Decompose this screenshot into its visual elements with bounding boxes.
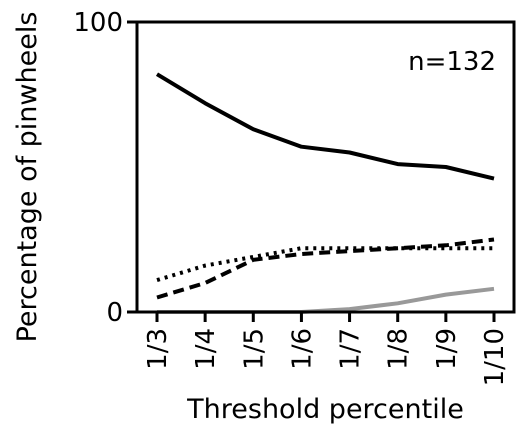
- series-3-line: [156, 237, 495, 300]
- plot-frame: [135, 20, 516, 314]
- series-2-line: [156, 246, 494, 283]
- series-4-line: [157, 286, 495, 314]
- series-1-solid: [155, 72, 495, 181]
- ticks-layer: 0 100 1/3 1/4 1/5 1/6 1/7 1/8 1/9 1/10: [73, 8, 510, 386]
- y-axis-title: Percentage of pinwheels: [12, 12, 43, 343]
- sample-size-annotation: n=132: [408, 47, 496, 77]
- y-tick-label: 0: [106, 298, 123, 328]
- y-tick-label: 100: [73, 8, 123, 38]
- x-tick-label-1/9: 1/9: [432, 328, 462, 370]
- series-layer: [155, 72, 495, 314]
- x-tick-label-1/7: 1/7: [336, 328, 366, 370]
- x-tick-label-1/10: 1/10: [480, 328, 510, 386]
- x-tick-label-1/4: 1/4: [191, 328, 221, 370]
- series-2-dotted: [156, 246, 494, 283]
- series-1-line: [155, 72, 495, 181]
- x-tick-label-1/8: 1/8: [384, 328, 414, 370]
- x-tick-label-1/6: 1/6: [287, 328, 317, 370]
- x-axis-title: Threshold percentile: [186, 394, 464, 425]
- x-tick-label-1/3: 1/3: [143, 328, 173, 370]
- series-3-dashed: [156, 237, 495, 300]
- x-tick-label-1/5: 1/5: [239, 328, 269, 370]
- series-4-solid: [157, 286, 495, 314]
